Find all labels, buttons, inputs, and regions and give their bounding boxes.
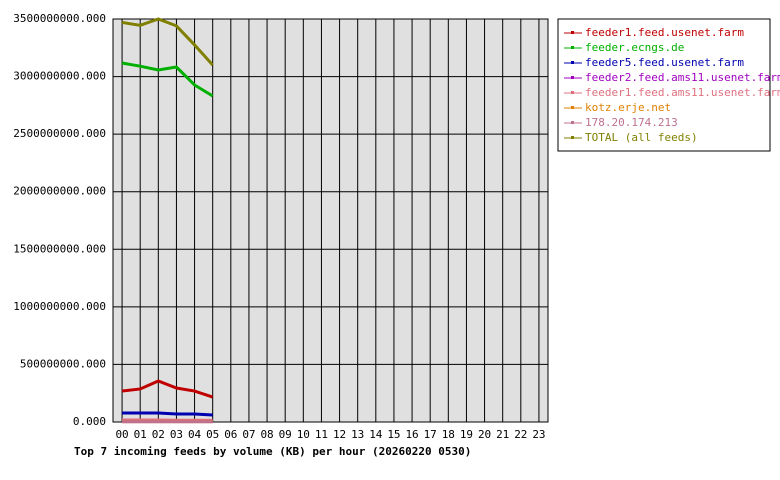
x-tick-label: 21 bbox=[496, 428, 509, 441]
chart-title: Top 7 incoming feeds by volume (KB) per … bbox=[74, 445, 471, 458]
legend-marker bbox=[571, 136, 574, 139]
legend-label: feeder1.feed.ams11.usenet.farm bbox=[585, 86, 780, 99]
y-tick-label: 3000000000.000 bbox=[13, 70, 106, 83]
legend-label: feeder2.feed.ams11.usenet.farm bbox=[585, 71, 780, 84]
y-tick-label: 0.000 bbox=[73, 415, 106, 428]
x-tick-label: 01 bbox=[134, 428, 147, 441]
y-tick-label: 1500000000.000 bbox=[13, 242, 106, 255]
legend-marker bbox=[571, 61, 574, 64]
x-tick-label: 23 bbox=[532, 428, 545, 441]
y-tick-label: 2000000000.000 bbox=[13, 185, 106, 198]
series-line bbox=[121, 17, 214, 67]
legend-marker bbox=[571, 31, 574, 34]
x-tick-label: 02 bbox=[152, 428, 165, 441]
series-line bbox=[121, 61, 214, 98]
x-tick-label: 08 bbox=[260, 428, 273, 441]
legend-marker bbox=[571, 46, 574, 49]
series-line bbox=[122, 411, 213, 417]
plot-area bbox=[113, 19, 548, 422]
y-tick-label: 3500000000.000 bbox=[13, 12, 106, 25]
y-tick-label: 2500000000.000 bbox=[13, 127, 106, 140]
legend-label: 178.20.174.213 bbox=[585, 116, 678, 129]
legend-marker bbox=[571, 91, 574, 94]
plot-frame bbox=[112, 18, 549, 423]
legend-marker bbox=[571, 76, 574, 79]
x-tick-label: 06 bbox=[224, 428, 237, 441]
x-tick-label: 16 bbox=[405, 428, 418, 441]
x-tick-label: 09 bbox=[279, 428, 292, 441]
legend-label: feeder5.feed.usenet.farm bbox=[585, 56, 744, 69]
x-tick-label: 14 bbox=[369, 428, 383, 441]
series-line bbox=[121, 379, 214, 399]
legend-label: feeder1.feed.usenet.farm bbox=[585, 26, 744, 39]
legend-marker bbox=[571, 121, 574, 124]
x-tick-label: 17 bbox=[424, 428, 437, 441]
x-tick-label: 19 bbox=[460, 428, 473, 441]
legend-label: TOTAL (all feeds) bbox=[585, 131, 698, 144]
legend-marker bbox=[571, 106, 574, 109]
legend-box bbox=[557, 18, 771, 152]
x-tick-label: 18 bbox=[442, 428, 455, 441]
legend-label: kotz.erje.net bbox=[585, 101, 671, 114]
x-tick-label: 15 bbox=[387, 428, 400, 441]
y-tick-label: 500000000.000 bbox=[20, 357, 106, 370]
x-tick-label: 07 bbox=[242, 428, 255, 441]
x-tick-label: 13 bbox=[351, 428, 364, 441]
x-tick-label: 05 bbox=[206, 428, 219, 441]
x-tick-label: 22 bbox=[514, 428, 527, 441]
x-tick-label: 10 bbox=[297, 428, 310, 441]
y-tick-label: 1000000000.000 bbox=[13, 300, 106, 313]
x-tick-label: 00 bbox=[115, 428, 128, 441]
x-tick-label: 12 bbox=[333, 428, 346, 441]
x-tick-label: 20 bbox=[478, 428, 491, 441]
x-tick-label: 03 bbox=[170, 428, 183, 441]
x-tick-label: 04 bbox=[188, 428, 202, 441]
x-tick-label: 11 bbox=[315, 428, 328, 441]
legend-label: feeder.ecngs.de bbox=[585, 41, 684, 54]
